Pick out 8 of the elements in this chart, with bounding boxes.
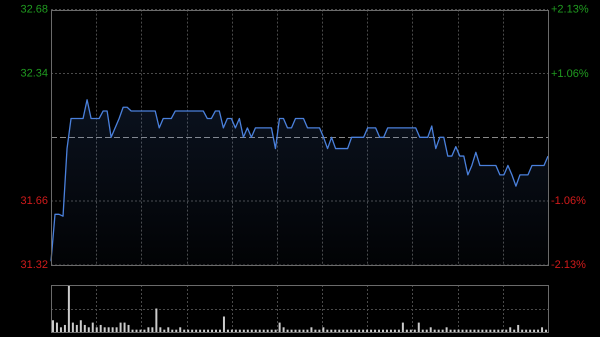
- y-tick-label: 31.32: [20, 259, 48, 272]
- y2-tick-label: +1.06%: [551, 68, 589, 80]
- y-tick-label: 32.34: [20, 67, 48, 80]
- y-tick-label: 31.66: [20, 195, 48, 208]
- y2-tick-label: -1.06%: [551, 194, 586, 207]
- y-tick-label: 32.68: [20, 4, 48, 16]
- y2-tick-label: -2.13%: [551, 259, 586, 272]
- y2-tick-label: +2.13%: [551, 4, 589, 16]
